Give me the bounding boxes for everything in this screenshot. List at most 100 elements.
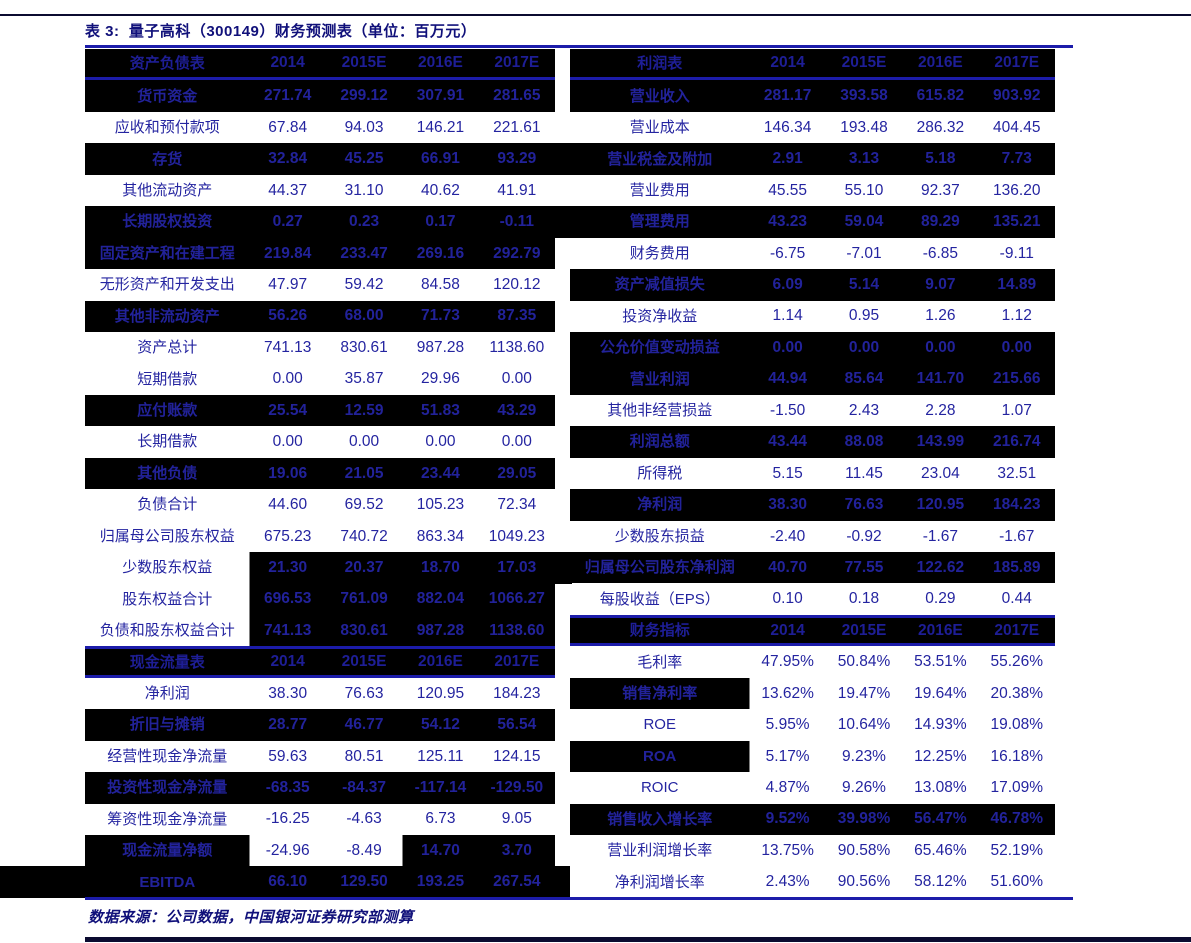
cell-value: 69.52 — [344, 496, 384, 514]
row-label: 营业费用 — [629, 181, 690, 199]
cell-value: 47.97 — [268, 276, 308, 294]
table-row: 资产减值损失 6.09 5.14 9.07 14.89 — [570, 269, 1055, 301]
cell-value: 55.10 — [844, 181, 884, 199]
cell-value: 5.14 — [848, 276, 880, 294]
cell-value: 56.54 — [497, 716, 537, 734]
cell-value: 52.19% — [990, 841, 1044, 859]
cell-value: 47.95% — [761, 653, 814, 671]
row-label: 股东权益合计 — [122, 590, 213, 608]
cell-value: 59.04 — [844, 213, 884, 231]
cell-value: 59.42 — [344, 276, 384, 294]
column-header: 2015E — [341, 653, 387, 671]
income-statement-and-indicators-table: 利润表 2014 2015E 2016E 2017E 营业收入 281.17 393.58 61… — [570, 49, 1055, 898]
row-label: 归属母公司股东权益 — [99, 527, 235, 545]
cell-value: 11.45 — [845, 464, 883, 482]
row-label: 货币资金 — [137, 87, 198, 105]
cell-value: 292.79 — [493, 244, 541, 262]
column-header: 2016E — [917, 621, 963, 639]
cell-value: -84.37 — [342, 779, 387, 797]
cell-value: 19.47% — [837, 684, 891, 702]
cell-value: 53.51% — [914, 653, 967, 671]
cell-value: -9.11 — [999, 244, 1034, 262]
table-row: 销售收入增长率 9.52% 39.98% 56.47% 46.78% — [570, 803, 1055, 835]
column-header: 2015E — [841, 54, 887, 72]
cell-value: 2.91 — [772, 150, 803, 168]
cell-value: 281.65 — [493, 87, 541, 105]
cell-value: 43.29 — [497, 401, 537, 419]
cell-value: 0.17 — [425, 213, 456, 231]
gap-shading-artifact — [553, 143, 572, 175]
cell-value: 120.95 — [416, 684, 465, 702]
column-header: 2015E — [841, 621, 887, 639]
cell-value: 68.00 — [344, 307, 384, 325]
cell-value: 56.47% — [914, 810, 967, 828]
row-label: 筹资性现金净流量 — [107, 810, 228, 828]
cell-value: 1049.23 — [488, 527, 545, 545]
row-label: 无形资产和开发支出 — [99, 276, 235, 294]
row-label: 少数股东权益 — [122, 559, 213, 577]
cell-value: 90.56% — [837, 873, 891, 891]
cell-value: 0.00 — [348, 433, 380, 451]
cell-value: 43.23 — [768, 213, 808, 231]
cell-value: 271.74 — [263, 87, 312, 105]
section-header-row: 资产负债表 2014 2015E 2016E 2017E — [85, 49, 555, 81]
table-row: 利润总额 43.44 88.08 143.99 216.74 — [570, 426, 1055, 458]
row-label: 其他非流动资产 — [114, 307, 220, 325]
table-row: 营业收入 281.17 393.58 615.82 903.92 — [570, 80, 1055, 112]
cell-value: 2.43 — [848, 401, 880, 419]
section-title: 资产负债表 — [129, 54, 205, 72]
cell-value: 0.10 — [772, 590, 803, 608]
table-row: 资产总计 741.13 830.61 987.28 1138.60 — [85, 332, 555, 363]
column-header: 2014 — [270, 653, 305, 671]
cell-value: 20.37 — [344, 558, 384, 576]
table-row: 营业利润增长率 13.75% 90.58% 65.46% 52.19% — [570, 835, 1055, 866]
balance-sheet-and-cashflow-table: 资产负债表 2014 2015E 2016E 2017E 货币资金 271.74 299.12… — [85, 49, 555, 898]
table-row: 管理费用 43.23 59.04 89.29 135.21 — [570, 206, 1055, 238]
cell-value: 40.70 — [768, 558, 808, 576]
cell-value: 105.23 — [416, 496, 465, 514]
cell-value: 66.10 — [268, 873, 308, 891]
cell-value: 87.35 — [497, 307, 537, 325]
row-label: 负债和股东权益合计 — [99, 622, 235, 640]
cell-value: 0.00 — [925, 338, 956, 356]
cell-value: 185.89 — [993, 558, 1041, 576]
table-row: 净利润增长率 2.43% 90.56% 58.12% 51.60% — [570, 866, 1055, 897]
cell-value: 92.37 — [920, 181, 960, 199]
row-label: 现金流量净额 — [122, 842, 213, 860]
table-row: 营业利润 44.94 85.64 141.70 215.66 — [570, 363, 1055, 395]
cell-value: 14.70 — [421, 841, 460, 859]
cell-value: 25.54 — [268, 401, 308, 419]
row-label: 管理费用 — [629, 213, 690, 231]
gap-shading-artifact — [553, 206, 572, 238]
row-label: 其他流动资产 — [122, 181, 213, 199]
cell-value: 14.89 — [997, 276, 1037, 294]
row-label: 少数股东损益 — [614, 527, 705, 545]
table-row: 营业税金及附加 2.91 3.13 5.18 7.73 — [570, 143, 1055, 175]
row-label: 长期股权投资 — [122, 213, 213, 231]
cell-value: 830.61 — [340, 338, 388, 356]
cell-value: -1.67 — [922, 527, 959, 545]
cell-value: 29.96 — [421, 370, 460, 388]
cell-value: 125.11 — [417, 747, 464, 765]
cell-value: 9.26% — [842, 779, 886, 797]
cell-value: 84.58 — [421, 276, 460, 294]
cell-value: 56.26 — [268, 307, 308, 325]
row-label: 应付账款 — [137, 402, 198, 420]
cell-value: 44.37 — [268, 181, 308, 199]
cell-value: 21.30 — [268, 558, 308, 576]
cell-value: 17.03 — [497, 558, 537, 576]
cell-value: 23.44 — [421, 464, 460, 482]
cell-value: 404.45 — [993, 118, 1041, 136]
cell-value: 761.09 — [340, 590, 388, 608]
cell-value: 215.66 — [993, 370, 1041, 388]
cell-value: -8.49 — [346, 841, 382, 859]
cell-value: 219.84 — [263, 244, 312, 262]
cell-value: 740.72 — [340, 527, 388, 545]
cell-value: 696.53 — [263, 590, 312, 608]
cell-value: 13.62% — [761, 684, 814, 702]
cell-value: 136.20 — [993, 181, 1041, 199]
cell-value: 0.00 — [848, 338, 880, 356]
cell-value: 1138.60 — [489, 621, 545, 639]
cell-value: 35.87 — [344, 370, 384, 388]
row-label: 资产减值损失 — [614, 276, 705, 294]
